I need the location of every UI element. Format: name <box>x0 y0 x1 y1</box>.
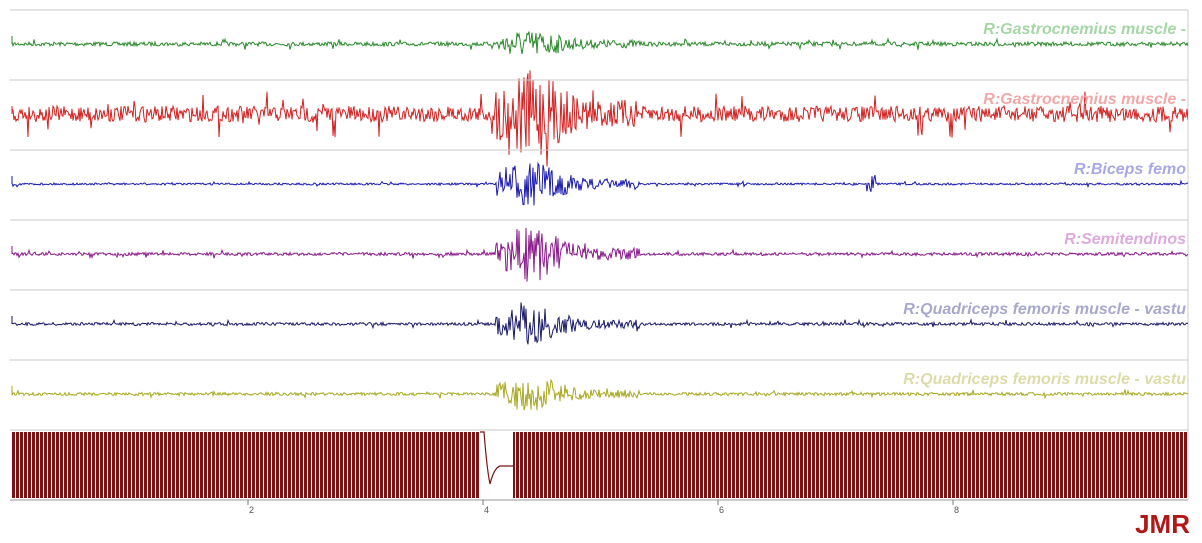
channel-label: R:Gastrocnemius muscle - <box>983 21 1186 38</box>
tick-label: 8 <box>954 505 959 515</box>
channel-label: R:Biceps femo <box>1074 161 1186 178</box>
logo: JMR <box>1135 509 1190 539</box>
emg-trace <box>12 164 1188 206</box>
channel-label: R:Semitendinos <box>1064 231 1186 248</box>
tick-label: 4 <box>484 505 489 515</box>
channel-label: R:Quadriceps femoris muscle - vastu <box>903 371 1186 388</box>
tick-label: 6 <box>719 505 724 515</box>
traces: R:Gastrocnemius muscle - R:Gastrocnemius … <box>12 21 1188 410</box>
channel-label: R:Quadriceps femoris muscle - vastu <box>903 301 1186 318</box>
channel-label: R:Gastrocnemius muscle - <box>983 91 1186 108</box>
stimulus-block <box>513 432 1188 498</box>
stimulus-block <box>12 432 480 498</box>
stimulus-curve <box>480 432 513 484</box>
emg-trace <box>12 70 1188 166</box>
emg-trace <box>12 228 1188 282</box>
tick-label: 2 <box>249 505 254 515</box>
